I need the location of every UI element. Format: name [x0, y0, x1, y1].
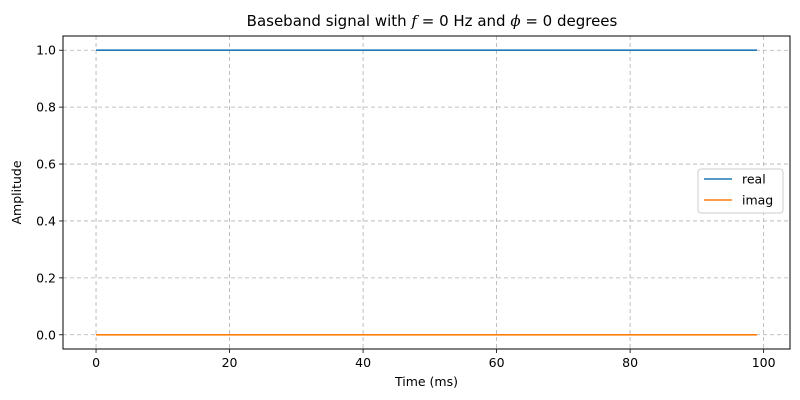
y-tick-label: 0.6: [36, 157, 56, 172]
y-tick-label: 0.0: [36, 327, 56, 342]
chart-title-part: = 0 Hz and: [417, 12, 510, 30]
legend-label-imag: imag: [742, 193, 773, 208]
x-tick-label: 60: [489, 355, 505, 370]
series-group: [96, 49, 757, 336]
legend-label-real: real: [742, 172, 766, 187]
chart-title-part: = 0 degrees: [521, 12, 618, 30]
x-tick-label: 20: [222, 355, 238, 370]
y-tick-label: 0.8: [36, 100, 56, 115]
chart-title: Baseband signal with f = 0 Hz and ϕ = 0 …: [247, 12, 618, 30]
chart-title-math: f: [410, 12, 419, 30]
grid: [63, 36, 790, 349]
y-axis-label: Amplitude: [9, 160, 24, 224]
chart-title-math: ϕ: [510, 12, 520, 30]
plot-frame: [62, 35, 791, 350]
chart-title-part: Baseband signal with: [247, 12, 412, 30]
ticks: 0 20 40 60 80 100 0.0 0.2 0.4 0.6 0.8 1.0: [36, 43, 775, 370]
y-tick-label: 0.2: [36, 270, 56, 285]
x-axis-label: Time (ms): [394, 374, 458, 389]
legend: real imag: [697, 168, 784, 214]
x-tick-label: 0: [92, 355, 100, 370]
legend-box: [697, 168, 784, 214]
y-tick-label: 1.0: [36, 43, 56, 58]
y-tick-label: 0.4: [36, 213, 56, 228]
x-tick-label: 80: [622, 355, 638, 370]
x-tick-label: 100: [752, 355, 776, 370]
x-tick-label: 40: [355, 355, 371, 370]
